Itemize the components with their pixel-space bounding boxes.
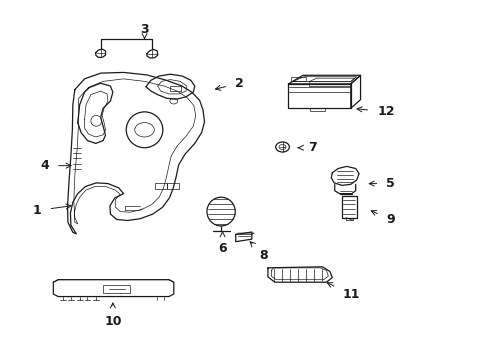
Text: 3: 3	[140, 23, 148, 39]
Text: 6: 6	[218, 231, 226, 255]
Text: 7: 7	[298, 141, 317, 154]
Bar	[170, 86, 181, 91]
Text: 9: 9	[370, 211, 394, 226]
Text: 11: 11	[326, 283, 360, 301]
Bar	[103, 285, 130, 293]
Bar	[155, 183, 166, 189]
Text: 4: 4	[40, 159, 71, 172]
Text: 2: 2	[215, 77, 244, 90]
Text: 10: 10	[104, 303, 122, 328]
Text: 12: 12	[356, 105, 394, 118]
Text: 5: 5	[368, 177, 394, 190]
Text: 8: 8	[250, 242, 268, 262]
Bar	[166, 183, 179, 189]
Bar	[290, 77, 306, 81]
Text: 1: 1	[33, 204, 71, 217]
